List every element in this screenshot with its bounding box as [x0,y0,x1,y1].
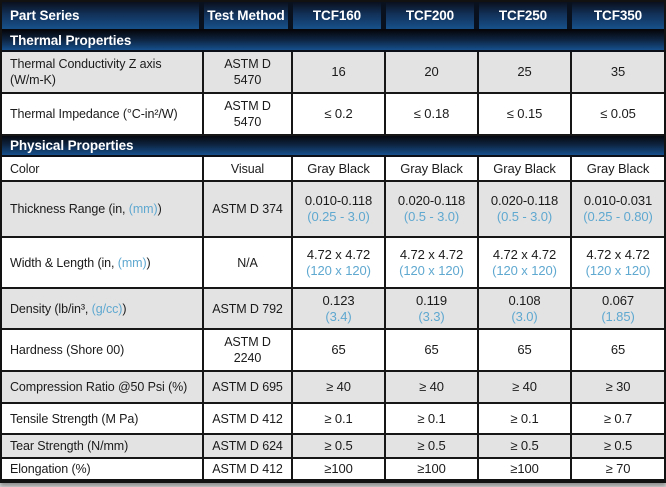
section-title: Physical Properties [10,138,134,153]
value-tcf250: 0.020-0.118 (0.5 - 3.0) [479,182,572,236]
value-tcf200: 0.020-0.118 (0.5 - 3.0) [386,182,479,236]
header-col-tcf160: TCF160 [293,2,386,29]
property-label: Thermal Impedance (°C-in²/W) [2,94,204,134]
value-tcf350: ≥ 0.5 [572,435,664,457]
value-tcf200: 0.119 (3.3) [386,289,479,328]
row-tear-strength: Tear Strength (N/mm) ASTM D 624 ≥ 0.5 ≥ … [2,435,664,459]
value-tcf350: ≥ 70 [572,459,664,479]
test-method-value: ASTM D 374 [204,182,293,236]
value-tcf160: 65 [293,330,386,370]
value-tcf350: ≤ 0.05 [572,94,664,134]
value-tcf160: ≥ 0.5 [293,435,386,457]
test-method-value: Visual [204,157,293,180]
test-method-value: ASTM D 412 [204,404,293,433]
row-hardness: Hardness (Shore 00) ASTM D 2240 65 65 65… [2,330,664,372]
value-tcf250: ≤ 0.15 [479,94,572,134]
value-tcf160: 0.010-0.118 (0.25 - 3.0) [293,182,386,236]
value-tcf200: 4.72 x 4.72 (120 x 120) [386,238,479,287]
test-method-value: ASTM D 5470 [204,94,293,134]
header-col-tcf250: TCF250 [479,2,572,29]
value-tcf350: 35 [572,52,664,92]
test-method-value: ASTM D 695 [204,372,293,402]
header-col-tcf200: TCF200 [386,2,479,29]
property-label: Color [2,157,204,180]
value-tcf250: 0.108 (3.0) [479,289,572,328]
value-tcf160: ≥ 0.1 [293,404,386,433]
property-label: Density (lb/in³, (g/cc)) [2,289,204,328]
value-tcf200: ≥100 [386,459,479,479]
property-label: Hardness (Shore 00) [2,330,204,370]
property-label: Compression Ratio @50 Psi (%) [2,372,204,402]
row-thickness-range: Thickness Range (in, (mm)) ASTM D 374 0.… [2,182,664,238]
value-tcf160: 16 [293,52,386,92]
section-header-physical: Physical Properties [2,136,664,157]
test-method-value: N/A [204,238,293,287]
value-tcf200: ≥ 0.1 [386,404,479,433]
test-method-value: ASTM D 624 [204,435,293,457]
property-label: Thickness Range (in, (mm)) [2,182,204,236]
row-compression-ratio: Compression Ratio @50 Psi (%) ASTM D 695… [2,372,664,404]
test-method-value: ASTM D 792 [204,289,293,328]
value-tcf250: ≥ 40 [479,372,572,402]
value-tcf350: 0.010-0.031 (0.25 - 0.80) [572,182,664,236]
value-tcf160: ≥100 [293,459,386,479]
section-title: Thermal Properties [10,33,132,48]
row-tensile-strength: Tensile Strength (M Pa) ASTM D 412 ≥ 0.1… [2,404,664,435]
row-thermal-impedance: Thermal Impedance (°C-in²/W) ASTM D 5470… [2,94,664,136]
value-tcf250: ≥ 0.1 [479,404,572,433]
property-label: Tensile Strength (M Pa) [2,404,204,433]
value-tcf200: Gray Black [386,157,479,180]
value-tcf250: ≥ 0.5 [479,435,572,457]
value-tcf200: ≤ 0.18 [386,94,479,134]
value-tcf250: 25 [479,52,572,92]
property-label: Width & Length (in, (mm)) [2,238,204,287]
value-tcf250: 65 [479,330,572,370]
property-label: Tear Strength (N/mm) [2,435,204,457]
table-header-row: Part Series Test Method TCF160 TCF200 TC… [2,2,664,31]
value-tcf200: 20 [386,52,479,92]
value-tcf250: ≥100 [479,459,572,479]
section-header-thermal: Thermal Properties [2,31,664,52]
row-elongation: Elongation (%) ASTM D 412 ≥100 ≥100 ≥100… [2,459,664,479]
value-tcf250: 4.72 x 4.72 (120 x 120) [479,238,572,287]
value-tcf350: ≥ 30 [572,372,664,402]
test-method-value: ASTM D 412 [204,459,293,479]
value-tcf160: 0.123 (3.4) [293,289,386,328]
value-tcf350: ≥ 0.7 [572,404,664,433]
row-width-length: Width & Length (in, (mm)) N/A 4.72 x 4.7… [2,238,664,289]
value-tcf160: Gray Black [293,157,386,180]
row-color: Color Visual Gray Black Gray Black Gray … [2,157,664,182]
value-tcf160: 4.72 x 4.72 (120 x 120) [293,238,386,287]
value-tcf350: Gray Black [572,157,664,180]
value-tcf160: ≥ 40 [293,372,386,402]
property-label: Thermal Conductivity Z axis (W/m-K) [2,52,204,92]
row-thermal-conductivity: Thermal Conductivity Z axis (W/m-K) ASTM… [2,52,664,94]
row-density: Density (lb/in³, (g/cc)) ASTM D 792 0.12… [2,289,664,330]
header-part-series: Part Series [2,2,204,29]
value-tcf350: 4.72 x 4.72 (120 x 120) [572,238,664,287]
value-tcf160: ≤ 0.2 [293,94,386,134]
header-col-tcf350: TCF350 [593,7,643,23]
test-method-value: ASTM D 2240 [204,330,293,370]
value-tcf350: 65 [572,330,664,370]
value-tcf200: 65 [386,330,479,370]
value-tcf200: ≥ 40 [386,372,479,402]
value-tcf250: Gray Black [479,157,572,180]
value-tcf350: 0.067 (1.85) [572,289,664,328]
value-tcf200: ≥ 0.5 [386,435,479,457]
property-label: Elongation (%) [2,459,204,479]
header-test-method: Test Method [204,2,293,29]
test-method-value: ASTM D 5470 [204,52,293,92]
